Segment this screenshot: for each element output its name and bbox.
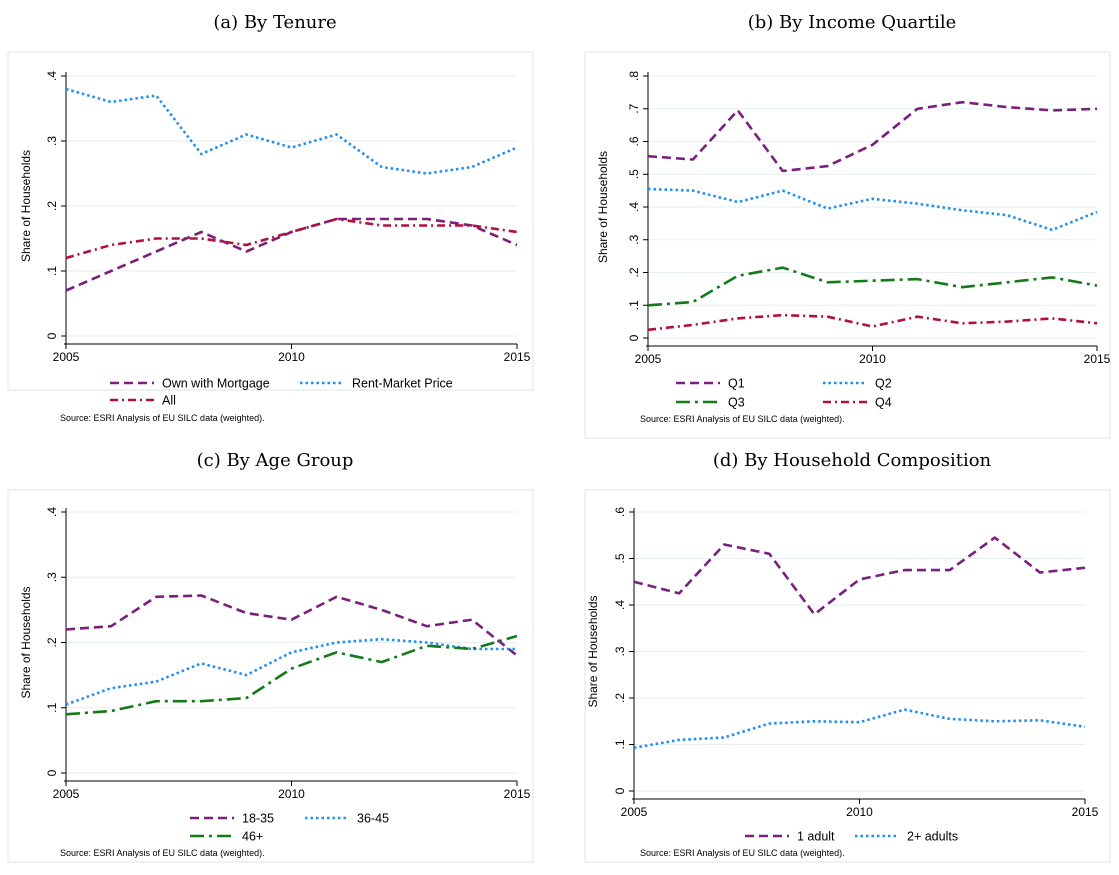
series-line-1-adult xyxy=(633,536,1086,616)
panel-frame xyxy=(584,489,1111,863)
series-line-36-45 xyxy=(65,637,517,706)
y-tick-label: 0 xyxy=(613,787,627,794)
legend-label: 1 adult xyxy=(797,830,835,844)
legend-label: Rent-Market Price xyxy=(352,377,453,391)
source-note: Source: ESRI Analysis of EU SILC data (w… xyxy=(60,848,265,858)
source-note: Source: ESRI Analysis of EU SILC data (w… xyxy=(60,413,265,423)
x-tick-label: 2015 xyxy=(504,787,531,801)
chart-panel-3: 0 .1 .2 .3 .4 .5 .6 2005 2010 2015 Share of Househ… xyxy=(584,489,1111,863)
series-line-q2 xyxy=(647,187,1098,232)
legend-label: Q3 xyxy=(728,396,745,410)
series-line-q4 xyxy=(647,313,1098,332)
x-tick-label: 2010 xyxy=(278,787,305,801)
y-axis-label: Share of Households xyxy=(19,586,33,698)
y-axis-label: Share of Households xyxy=(596,151,610,263)
legend-label: All xyxy=(162,394,176,408)
panel-title-age-group: (c) By Age Group xyxy=(196,450,354,471)
chart-panel-2: 0 .1 .2 .3 .4 2005 2010 2015 Share of Households… xyxy=(7,489,534,863)
series-line-own-with-mortgage xyxy=(65,217,518,292)
y-tick-label: .2 xyxy=(627,267,641,277)
panel-title-income-quartile: (b) By Income Quartile xyxy=(747,12,957,33)
panel-frame xyxy=(7,489,534,863)
x-tick-label: 2010 xyxy=(278,350,305,364)
x-tick-label: 2005 xyxy=(53,787,80,801)
y-tick-label: .4 xyxy=(613,600,627,610)
series-line-rent-market-price xyxy=(65,87,518,175)
legend-label: 46+ xyxy=(242,830,263,844)
x-tick-label: 2005 xyxy=(53,350,80,364)
y-tick-label: .6 xyxy=(627,136,641,146)
y-tick-label: .8 xyxy=(627,71,641,81)
legend-label: Q4 xyxy=(875,396,892,410)
y-tick-label: 0 xyxy=(45,332,59,339)
legend-label: Q1 xyxy=(728,377,745,391)
series-line-q3 xyxy=(647,266,1098,307)
y-tick-label: .2 xyxy=(613,693,627,703)
chart-panel-1: 0 .1 .2 .3 .4 .5 .6 .7 .8 2005 2010 2015 Share of Ho… xyxy=(584,51,1111,439)
y-tick-label: .2 xyxy=(45,637,59,647)
y-tick-label: .1 xyxy=(45,266,59,276)
series-line-46- xyxy=(65,634,518,716)
x-tick-label: 2010 xyxy=(859,352,886,366)
y-tick-label: 0 xyxy=(627,334,641,341)
panel-title-tenure: (a) By Tenure xyxy=(213,12,337,33)
x-tick-label: 2010 xyxy=(846,805,873,819)
y-tick-label: .7 xyxy=(627,103,641,113)
chart-panel-0: 0 .1 .2 .3 .4 2005 2010 2015 Share of Households… xyxy=(7,51,534,423)
source-note: Source: ESRI Analysis of EU SILC data (w… xyxy=(640,414,845,424)
series-line-q1 xyxy=(647,100,1098,173)
x-tick-label: 2015 xyxy=(1084,352,1111,366)
y-tick-label: .5 xyxy=(613,553,627,563)
y-tick-label: .3 xyxy=(627,234,641,244)
series-line-all xyxy=(65,217,518,260)
legend-label: 18-35 xyxy=(242,812,274,826)
y-axis-label: Share of Households xyxy=(586,595,600,707)
legend-label: Q2 xyxy=(875,377,892,391)
y-tick-label: .3 xyxy=(45,136,59,146)
y-tick-label: .4 xyxy=(45,71,59,81)
y-tick-label: .2 xyxy=(45,201,59,211)
series-line-2-adults xyxy=(633,708,1086,750)
legend-label: 36-45 xyxy=(357,812,389,826)
source-note: Source: ESRI Analysis of EU SILC data (w… xyxy=(640,848,845,858)
panel-title-household-composition: (d) By Household Composition xyxy=(712,450,992,471)
x-tick-label: 2015 xyxy=(1072,805,1099,819)
y-tick-label: .3 xyxy=(613,646,627,656)
panel-frame xyxy=(7,51,534,391)
y-tick-label: .1 xyxy=(613,739,627,749)
legend-label: Own with Mortgage xyxy=(162,377,270,391)
y-tick-label: .1 xyxy=(45,702,59,712)
y-tick-label: .5 xyxy=(627,169,641,179)
y-tick-label: 0 xyxy=(45,769,59,776)
y-tick-label: .4 xyxy=(627,202,641,212)
y-axis-label: Share of Households xyxy=(19,150,33,262)
x-tick-label: 2005 xyxy=(621,805,648,819)
y-tick-label: .4 xyxy=(45,507,59,517)
panel-frame xyxy=(584,51,1111,439)
y-tick-label: .3 xyxy=(45,572,59,582)
y-tick-label: .6 xyxy=(613,507,627,517)
y-tick-label: .1 xyxy=(627,300,641,310)
x-tick-label: 2015 xyxy=(504,350,531,364)
series-line-18-35 xyxy=(65,594,518,657)
x-tick-label: 2005 xyxy=(635,352,662,366)
legend-label: 2+ adults xyxy=(907,830,958,844)
